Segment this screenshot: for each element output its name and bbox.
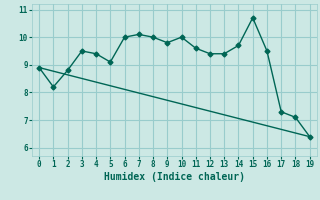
X-axis label: Humidex (Indice chaleur): Humidex (Indice chaleur) bbox=[104, 172, 245, 182]
